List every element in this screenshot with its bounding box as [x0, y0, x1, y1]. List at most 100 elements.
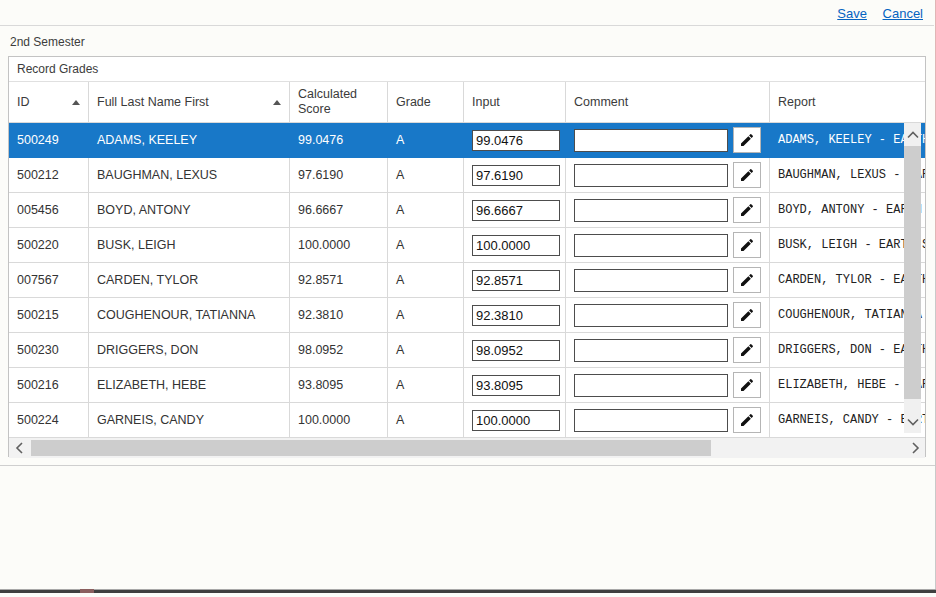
table-row[interactable]: 500230 DRIGGERS, DON 98.0952 A DRIGGERS,…: [9, 333, 925, 368]
id-cell: 500249: [9, 123, 89, 157]
comment-edit-button[interactable]: [733, 407, 761, 433]
vertical-scrollbar[interactable]: [904, 123, 921, 433]
comment-input[interactable]: [574, 199, 728, 222]
id-cell: 500216: [9, 368, 89, 402]
input-cell: [464, 333, 566, 367]
name-cell: GARNEIS, CANDY: [89, 403, 290, 437]
column-header-id[interactable]: ID: [9, 82, 89, 122]
sort-ascending-icon: [72, 100, 80, 105]
table-row[interactable]: 007567 CARDEN, TYLOR 92.8571 A CARDEN, T…: [9, 263, 925, 298]
score-input[interactable]: [472, 410, 560, 431]
input-cell: [464, 263, 566, 297]
comment-input[interactable]: [574, 339, 728, 362]
table-row[interactable]: 500212 BAUGHMAN, LEXUS 97.6190 A BAUGHMA…: [9, 158, 925, 193]
calculated-score-cell: 92.8571: [290, 263, 388, 297]
record-grades-window: Save Cancel 2nd Semester Record Grades I…: [0, 0, 936, 597]
score-input[interactable]: [472, 130, 560, 151]
vscroll-thumb[interactable]: [904, 146, 921, 399]
score-input[interactable]: [472, 270, 560, 291]
score-input[interactable]: [472, 200, 560, 221]
grade-cell: A: [388, 333, 464, 367]
comment-edit-button[interactable]: [733, 232, 761, 258]
input-cell: [464, 158, 566, 192]
comment-input[interactable]: [574, 129, 728, 152]
input-cell: [464, 403, 566, 437]
comment-edit-button[interactable]: [733, 302, 761, 328]
table-row[interactable]: 005456 BOYD, ANTONY 96.6667 A BOYD, ANTO…: [9, 193, 925, 228]
comment-edit-button[interactable]: [733, 127, 761, 153]
score-input[interactable]: [472, 235, 560, 256]
scroll-right-button[interactable]: [905, 438, 925, 458]
comment-edit-button[interactable]: [733, 267, 761, 293]
cancel-button[interactable]: Cancel: [883, 6, 923, 21]
hscroll-thumb[interactable]: [31, 440, 711, 456]
input-cell: [464, 368, 566, 402]
report-cell: BAUGHMAN, LEXUS - EARTH SCIENCE: [770, 158, 925, 192]
vscroll-track[interactable]: [904, 146, 921, 410]
column-label: Input: [472, 95, 500, 110]
name-cell: COUGHENOUR, TATIANNA: [89, 298, 290, 332]
comment-edit-button[interactable]: [733, 162, 761, 188]
grade-cell: A: [388, 123, 464, 157]
calculated-score-cell: 92.3810: [290, 298, 388, 332]
column-label: Comment: [574, 95, 628, 110]
score-input[interactable]: [472, 305, 560, 326]
name-cell: CARDEN, TYLOR: [89, 263, 290, 297]
table-row[interactable]: 500216 ELIZABETH, HEBE 93.8095 A ELIZABE…: [9, 368, 925, 403]
header-divider: [0, 25, 934, 26]
id-cell: 500220: [9, 228, 89, 262]
comment-input[interactable]: [574, 304, 728, 327]
column-header-input[interactable]: Input: [464, 82, 566, 122]
comment-input[interactable]: [574, 409, 728, 432]
input-cell: [464, 193, 566, 227]
input-cell: [464, 123, 566, 157]
calculated-score-cell: 97.6190: [290, 158, 388, 192]
calculated-score-cell: 98.0952: [290, 333, 388, 367]
report-cell: GARNEIS, CANDY - EARTH SCIENCE: [770, 403, 925, 437]
report-cell: DRIGGERS, DON - EARTH SCIENCE: [770, 333, 925, 367]
comment-cell: [566, 263, 770, 297]
pencil-icon: [739, 412, 755, 428]
name-cell: BOYD, ANTONY: [89, 193, 290, 227]
record-grades-panel: Record Grades ID Full Last Name First Ca…: [8, 56, 926, 457]
column-header-comment[interactable]: Comment: [566, 82, 770, 122]
horizontal-scrollbar[interactable]: [9, 438, 925, 458]
report-cell: BUSK, LEIGH - EARTH SCIENCE: [770, 228, 925, 262]
column-label: Full Last Name First: [97, 95, 209, 110]
pencil-icon: [739, 132, 755, 148]
comment-edit-button[interactable]: [733, 197, 761, 223]
scroll-left-button[interactable]: [9, 438, 29, 458]
score-input[interactable]: [472, 340, 560, 361]
score-input[interactable]: [472, 375, 560, 396]
column-header-calculated-score[interactable]: Calculated Score: [290, 82, 388, 122]
column-header-name[interactable]: Full Last Name First: [89, 82, 290, 122]
comment-input[interactable]: [574, 269, 728, 292]
table-row[interactable]: 500249 ADAMS, KEELEY 99.0476 A ADAMS, KE…: [9, 123, 925, 158]
pencil-icon: [739, 272, 755, 288]
table-row[interactable]: 500220 BUSK, LEIGH 100.0000 A BUSK, LEIG…: [9, 228, 925, 263]
comment-cell: [566, 123, 770, 157]
table-row[interactable]: 500224 GARNEIS, CANDY 100.0000 A GARNEIS…: [9, 403, 925, 438]
comment-input[interactable]: [574, 374, 728, 397]
column-header-grade[interactable]: Grade: [388, 82, 464, 122]
comment-cell: [566, 403, 770, 437]
score-input[interactable]: [472, 165, 560, 186]
id-cell: 500212: [9, 158, 89, 192]
scroll-down-button[interactable]: [904, 410, 921, 433]
comment-input[interactable]: [574, 234, 728, 257]
report-cell: BOYD, ANTONY - EARTH SCIENCE: [770, 193, 925, 227]
scroll-up-button[interactable]: [904, 123, 921, 146]
comment-input[interactable]: [574, 164, 728, 187]
comment-cell: [566, 298, 770, 332]
save-button[interactable]: Save: [837, 6, 867, 21]
pencil-icon: [739, 167, 755, 183]
column-header-report[interactable]: Report: [770, 82, 925, 122]
column-label: Calculated Score: [298, 87, 379, 117]
column-label: Grade: [396, 95, 431, 110]
comment-edit-button[interactable]: [733, 372, 761, 398]
pencil-icon: [739, 202, 755, 218]
comment-edit-button[interactable]: [733, 337, 761, 363]
table-row[interactable]: 500215 COUGHENOUR, TATIANNA 92.3810 A CO…: [9, 298, 925, 333]
pencil-icon: [739, 237, 755, 253]
comment-cell: [566, 368, 770, 402]
